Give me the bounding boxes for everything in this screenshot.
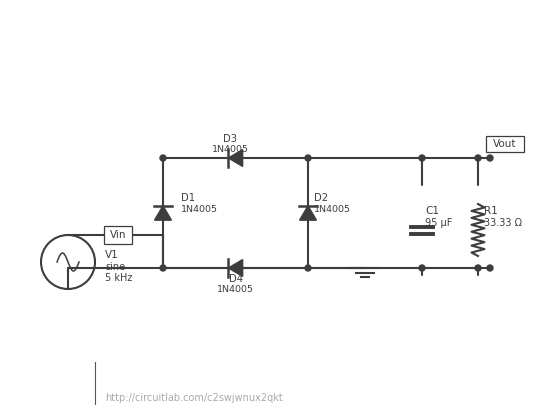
Text: D1: D1	[181, 193, 195, 203]
Text: 33.33 Ω: 33.33 Ω	[484, 218, 522, 228]
Circle shape	[160, 265, 166, 271]
Text: C1: C1	[425, 206, 439, 216]
Circle shape	[419, 155, 425, 161]
Text: Vin: Vin	[110, 230, 126, 240]
Text: Vout: Vout	[493, 139, 517, 149]
Text: 5 kHz: 5 kHz	[105, 273, 132, 283]
Polygon shape	[154, 206, 172, 220]
Text: ∼—⊣—LAB: ∼—⊣—LAB	[10, 391, 65, 401]
Circle shape	[475, 265, 481, 271]
FancyBboxPatch shape	[486, 136, 524, 152]
Text: 1N4005: 1N4005	[212, 145, 249, 154]
Text: 1N4005: 1N4005	[314, 205, 351, 213]
FancyBboxPatch shape	[104, 226, 132, 244]
Circle shape	[487, 265, 493, 271]
Circle shape	[475, 155, 481, 161]
Text: 1N4005: 1N4005	[217, 286, 254, 294]
Text: V1: V1	[105, 250, 119, 260]
Text: 95 μF: 95 μF	[425, 218, 453, 228]
Polygon shape	[228, 260, 242, 277]
Text: sine: sine	[105, 262, 125, 272]
Text: D2: D2	[314, 193, 328, 203]
Polygon shape	[300, 206, 316, 220]
Circle shape	[305, 265, 311, 271]
Circle shape	[419, 265, 425, 271]
Text: D3: D3	[224, 134, 238, 144]
Circle shape	[305, 155, 311, 161]
Polygon shape	[228, 149, 242, 166]
Text: R1: R1	[484, 206, 498, 216]
Text: D4: D4	[228, 274, 242, 284]
Text: Saeryun / Part B: Full-Wave Rectifier: Saeryun / Part B: Full-Wave Rectifier	[105, 371, 320, 381]
Circle shape	[160, 155, 166, 161]
Text: http://circuitlab.com/c2swjwnux2qkt: http://circuitlab.com/c2swjwnux2qkt	[105, 393, 283, 403]
Text: 1N4005: 1N4005	[181, 205, 218, 213]
Circle shape	[487, 155, 493, 161]
Text: CIRCUIT: CIRCUIT	[10, 371, 57, 381]
